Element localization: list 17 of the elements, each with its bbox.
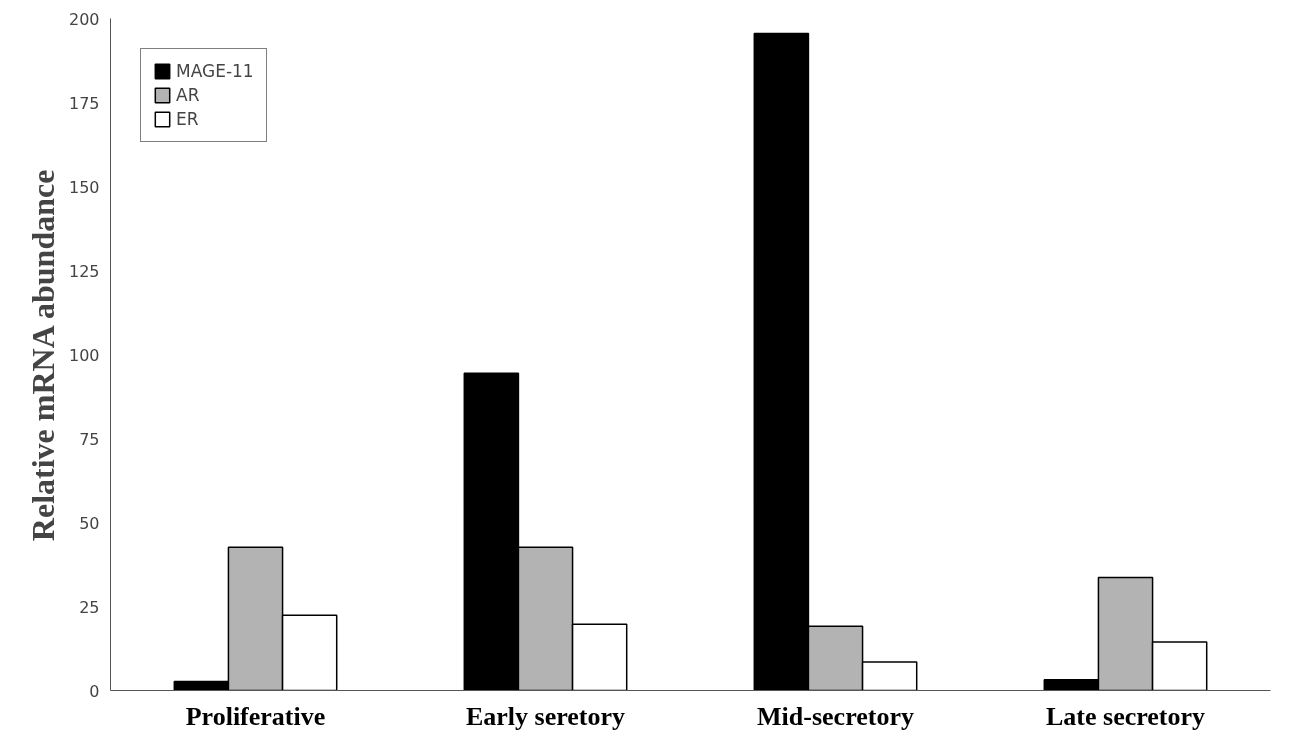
y-tick-label: 125 [68,261,100,281]
y-tick-label: 200 [68,9,100,29]
legend-label: ER [176,109,199,129]
x-tick-label: Late secretory [1045,701,1206,731]
y-tick-label: 75 [79,429,100,449]
x-tick-label: Proliferative [185,701,326,731]
y-tick-label: 100 [68,345,100,365]
legend-label: AR [176,85,200,105]
y-tick-label: 150 [68,177,100,197]
y-tick-label: 50 [79,513,100,533]
y-tick-label: 0 [89,681,100,701]
y-tick-label: 25 [79,597,100,617]
y-tick-label: 175 [68,93,100,113]
legend-label: MAGE-11 [176,61,254,81]
y-axis-title: Relative mRNA abundance [24,169,61,542]
x-tick-label: Mid-secretory [757,701,914,731]
x-tick-label: Early seretory [465,701,626,731]
